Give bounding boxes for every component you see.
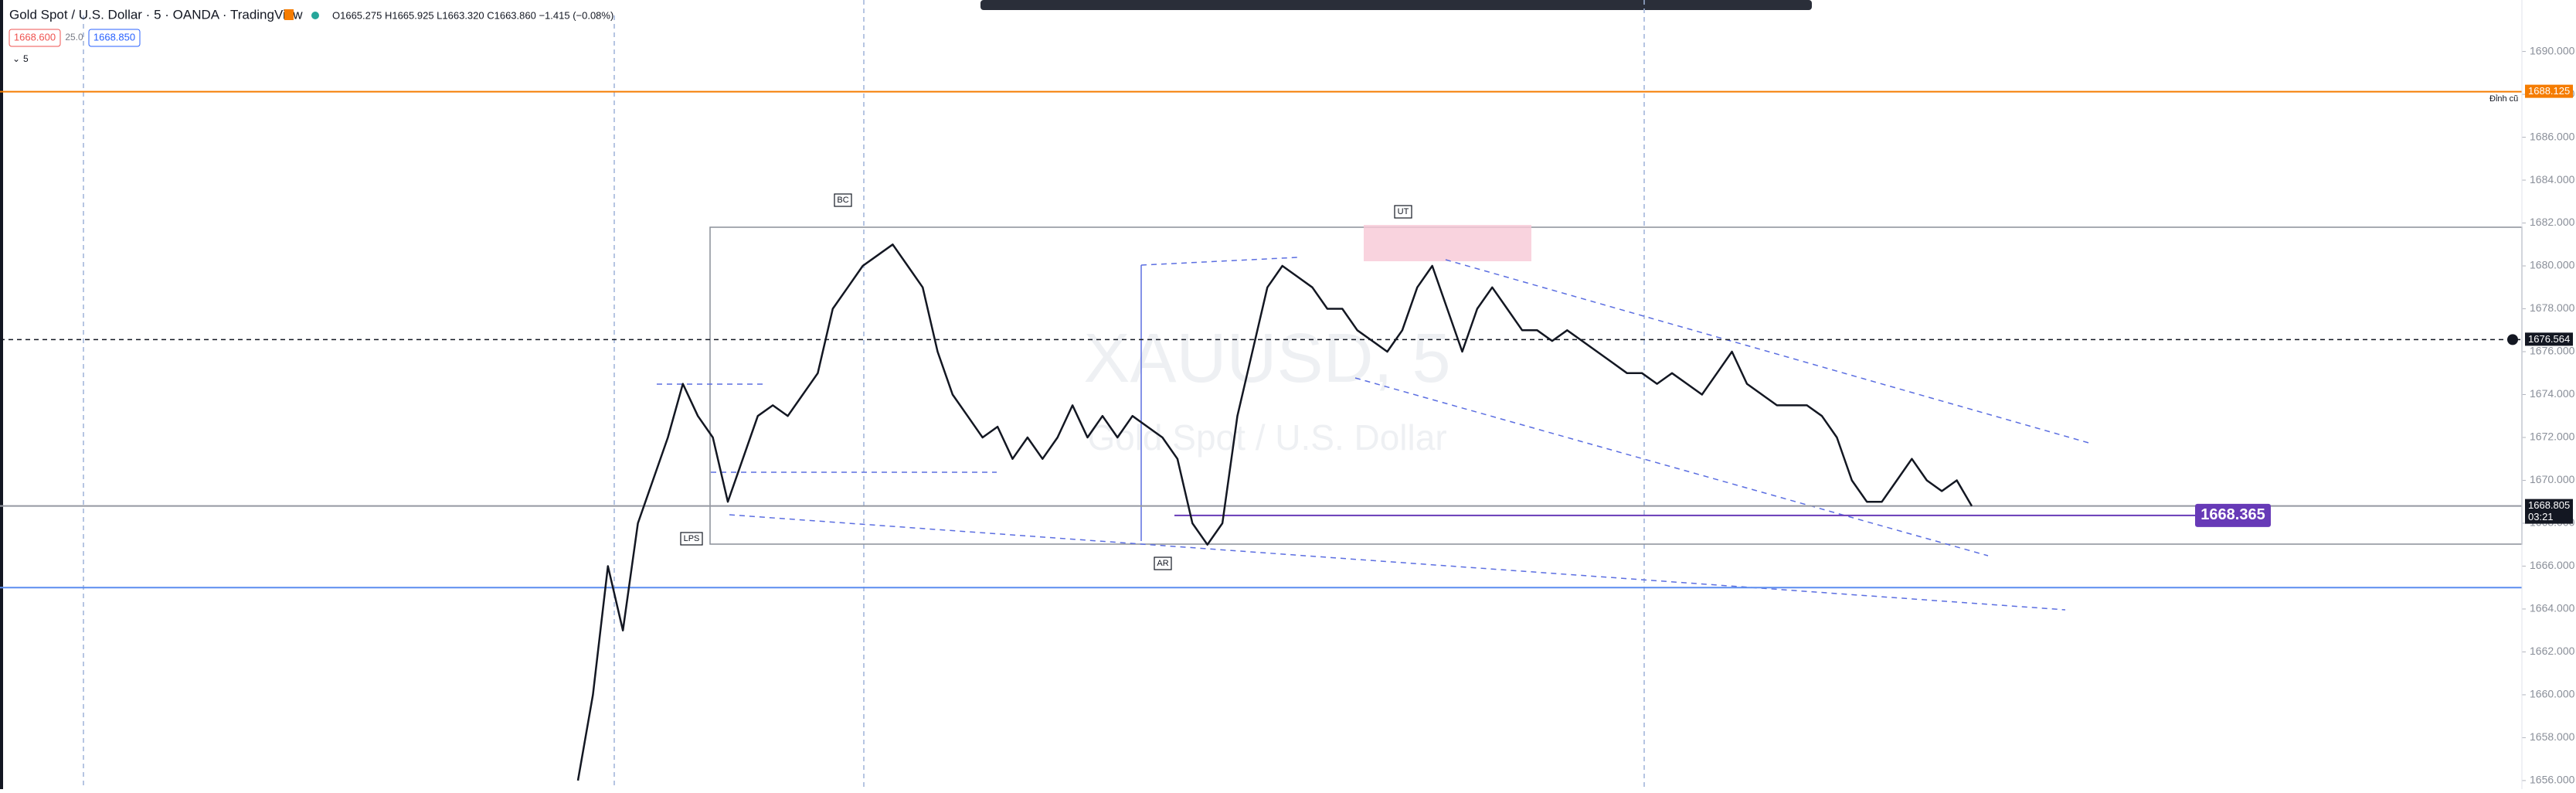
buy-button[interactable] [88,29,141,47]
axis-price-box [2525,332,2573,346]
y-tick-label: 1656.000 [2530,774,2575,786]
time-grid [83,0,1645,789]
buy-price[interactable]: 1668.850 [93,31,135,43]
crosshair-marker [2507,334,2518,345]
interval[interactable]: 5 [23,53,29,64]
note: Đỉnh cũ [2489,94,2518,104]
axis-price-label: 1676.564 [2528,333,2570,345]
trend-line [1140,257,1299,266]
watermark-name: Gold Spot / U.S. Dollar [1087,417,1446,458]
y-tick-label: 1690.000 [2530,44,2575,56]
trend-line [729,514,2066,611]
label-box [1394,205,1412,219]
annotation: AR [1157,559,1168,568]
y-tick-label: 1662.000 [2530,645,2575,657]
y-tick-label: 1682.000 [2530,216,2575,228]
price-line [576,243,1973,781]
plot: 1656.000 1658.000 1660.000 1662.000 1664.000… [0,44,2575,786]
trend-line [1354,377,1989,556]
axis-price-box [2525,499,2573,524]
flag [284,9,294,20]
annotation: LPS [684,534,700,543]
trend-line [1445,259,2092,444]
drawing-toolbar[interactable] [980,0,1812,10]
supply-zone [1364,225,1531,261]
y-tick-label: 1666.000 [2530,559,2575,571]
label-box [834,193,852,207]
y-tick-label: 1684.000 [2530,173,2575,185]
symbol-title: Gold Spot / U.S. Dollar · 5 · OANDA · Tr… [9,7,303,22]
annotation: BC [837,196,848,205]
sell-price[interactable]: 1668.600 [14,31,56,43]
y-tick-label: 1664.000 [2530,602,2575,614]
ohlc: O1665.275 H1665.925 L1663.320 C1663.860 … [332,9,613,21]
axis-price-label: 1688.125 [2528,85,2570,97]
annotations: BC UT LPS AR [684,196,1409,568]
label-boxes [680,193,1412,570]
annotation: UT [1398,207,1409,216]
y-tick-label: 1676.000 [2530,345,2575,357]
left-border [0,0,3,789]
axis-price-box [2525,84,2573,98]
y-tick-label: 1660.000 [2530,688,2575,700]
sell-button[interactable] [8,29,61,47]
y-tick-label: 1658.000 [2530,730,2575,743]
axis-price-label: 1668.805 [2528,499,2570,511]
interval-chevron[interactable]: ⌄ [12,53,20,64]
price-tag-label: 1668.365 [2200,506,2265,523]
y-tick-label: 1678.000 [2530,301,2575,314]
label-box [680,532,703,546]
y-tick-label: 1680.000 [2530,259,2575,271]
y-tick-label: 1672.000 [2530,431,2575,443]
axis-countdown: 03:21 [2528,511,2554,522]
trend-lines [657,257,2092,611]
y-tick-label: 1670.000 [2530,473,2575,485]
watermark-symbol: XAUUSD, 5 [1083,320,1450,397]
price-tag [2195,503,2271,527]
y-tick-label: 1674.000 [2530,387,2575,400]
y-tick-label: 1686.000 [2530,130,2575,142]
spread: 25.0 [65,32,83,43]
market-status [311,12,319,19]
label-box [1154,556,1172,570]
